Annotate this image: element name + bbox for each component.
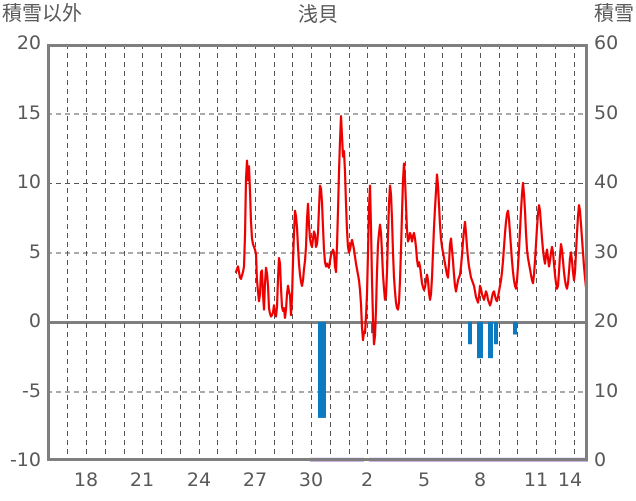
y-tick-left-20: 20: [16, 32, 41, 54]
x-tick-30: 30: [298, 469, 324, 491]
y-tick-right-10: 10: [594, 379, 619, 402]
y-tick-left-0: 0: [28, 310, 41, 332]
y-tick-right-0: 0: [594, 449, 607, 471]
temperature-line-layer: [234, 115, 588, 346]
y-tick-left-10: 10: [16, 171, 41, 193]
snowfall-bar: [477, 322, 483, 359]
y-tick-left--10: -10: [9, 449, 41, 471]
x-tick-5: 5: [417, 469, 431, 491]
y-tick-right-50: 50: [594, 101, 619, 124]
right-axis-title: 積雪: [594, 1, 634, 25]
x-tick-21: 21: [129, 469, 155, 491]
x-tick-14: 14: [557, 469, 583, 491]
y-tick-right-60: 60: [594, 32, 619, 54]
x-tick-11: 11: [523, 469, 549, 491]
x-tick-24: 24: [186, 469, 212, 491]
snowfall-bar: [513, 322, 517, 335]
y-tick-right-40: 40: [594, 171, 619, 193]
snowfall-bar: [494, 322, 498, 345]
y-tick-right-30: 30: [594, 240, 619, 263]
x-tick-2: 2: [360, 469, 374, 491]
snowfall-bars-layer: [318, 322, 517, 418]
y-tick-right-20: 20: [594, 310, 619, 332]
temperature-line: [234, 115, 588, 346]
grid-layer: [47, 44, 588, 461]
chart-title: 浅貝: [298, 2, 338, 26]
left-axis-title: 積雪以外: [2, 1, 82, 25]
x-tick-8: 8: [473, 469, 487, 491]
axis-frame-layer: [47, 44, 588, 461]
x-tick-18: 18: [73, 469, 99, 491]
snowfall-bar: [318, 322, 326, 418]
y-tick-left-15: 15: [16, 101, 41, 124]
x-tick-27: 27: [242, 469, 268, 491]
y-tick-left-5: 5: [28, 240, 41, 263]
y-tick-left--5: -5: [22, 379, 41, 402]
snowfall-bar: [468, 322, 472, 345]
snowfall-bar: [488, 322, 493, 359]
